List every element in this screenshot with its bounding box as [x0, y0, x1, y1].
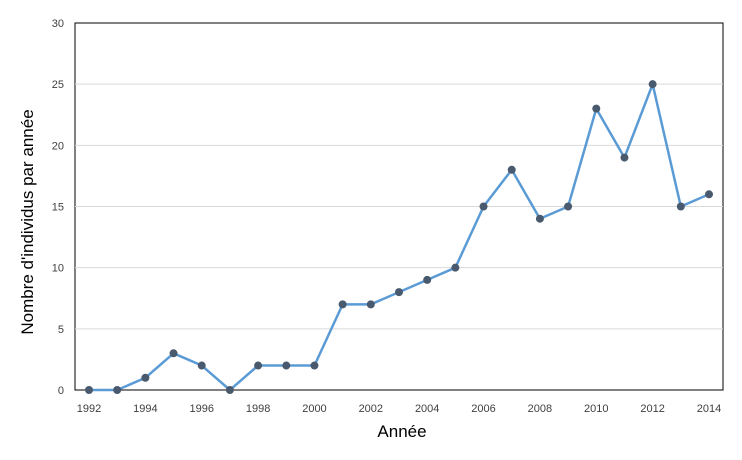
- data-point: [254, 361, 263, 370]
- data-point: [169, 349, 178, 358]
- data-point: [113, 386, 122, 394]
- data-points: [85, 80, 713, 394]
- y-tick-label: 20: [52, 140, 64, 152]
- x-tick-label: 2008: [528, 403, 552, 415]
- x-tick-label: 1996: [189, 403, 213, 415]
- x-tick-label: 1992: [77, 403, 101, 415]
- y-tick-label: 5: [58, 324, 64, 336]
- series-line: [89, 82, 710, 392]
- y-tick-label: 25: [52, 79, 64, 91]
- data-point: [310, 361, 319, 370]
- data-point: [338, 300, 347, 309]
- data-point: [395, 288, 403, 297]
- data-point: [282, 361, 291, 370]
- x-tick-label: 2014: [697, 403, 721, 415]
- x-axis-ticks: 1992 1994 1996 1998 2000 2002 2004 2006 2008 2010…: [77, 403, 721, 415]
- data-point: [451, 263, 460, 272]
- x-tick-label: 2006: [471, 403, 495, 415]
- data-point: [197, 361, 206, 370]
- x-tick-label: 2002: [359, 403, 383, 415]
- data-point: [564, 202, 573, 211]
- data-point: [620, 153, 629, 162]
- x-tick-label: 2000: [302, 403, 326, 415]
- data-point: [648, 80, 657, 89]
- data-point: [705, 190, 713, 199]
- data-point: [225, 386, 234, 394]
- data-point: [676, 202, 685, 211]
- data-point: [423, 275, 432, 284]
- x-tick-label: 2012: [640, 403, 664, 415]
- data-point: [141, 373, 150, 382]
- y-axis-title: Nombre d'individus par année: [18, 109, 37, 334]
- x-tick-label: 1998: [246, 403, 270, 415]
- x-tick-label: 2004: [415, 403, 439, 415]
- y-tick-label: 0: [58, 385, 64, 397]
- data-point: [592, 104, 601, 113]
- y-tick-label: 10: [52, 263, 64, 275]
- y-axis-ticks: 0 5 10 15 20 25 30: [52, 18, 64, 397]
- data-point: [479, 202, 488, 211]
- gridlines: [75, 83, 723, 330]
- data-point: [366, 300, 375, 309]
- data-point: [85, 386, 93, 394]
- y-tick-label: 30: [52, 18, 64, 30]
- x-tick-label: 1994: [133, 403, 157, 415]
- data-point: [507, 165, 516, 174]
- x-axis-title: Année: [377, 422, 426, 441]
- y-tick-label: 15: [52, 202, 64, 214]
- x-tick-label: 2010: [584, 403, 608, 415]
- data-point: [535, 214, 544, 223]
